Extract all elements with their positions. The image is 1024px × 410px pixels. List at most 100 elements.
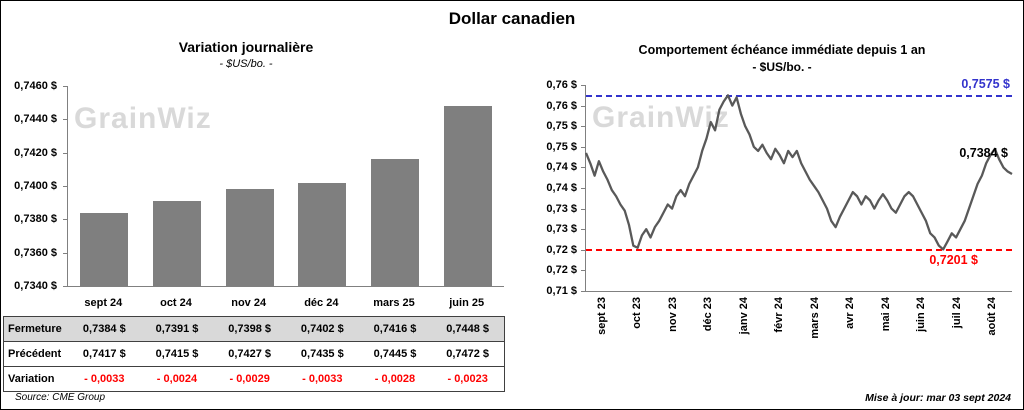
right-y-axis: 0,76 $ 0,76 $ 0,75 $ 0,75 $ 0,74 $ 0,74 $ 0,73…	[537, 79, 581, 297]
right-x-month-label: mars 24	[808, 297, 821, 339]
left-y-tick-label: 0,7340 $	[14, 280, 57, 292]
left-x-category: mars 25	[373, 297, 415, 309]
x-axis-spacer	[1, 292, 67, 314]
right-x-month-label: juin 24	[915, 297, 928, 332]
low-value-label: 0,7201 $	[929, 253, 978, 268]
table-cell: 0,7415 $	[155, 348, 199, 360]
left-y-tick-label: 0,7360 $	[14, 246, 57, 259]
right-y-tick-label: 0,76 $	[546, 99, 577, 112]
left-y-axis: 0,7460 $ 0,7440 $ 0,7420 $ 0,7400 $ 0,7380 $…	[1, 80, 61, 292]
right-y-tick-label: 0,72 $	[546, 243, 577, 256]
right-plot-area: GrainWiz 0,7575 $ 0,7201 $ 0,7384 $	[581, 77, 1012, 292]
left-x-category: déc 24	[304, 297, 339, 309]
right-y-tick-mark	[581, 85, 586, 86]
table-cell: 0,7416 $	[373, 323, 417, 335]
right-chart-title: Comportement échéance immédiate depuis 1…	[638, 43, 926, 57]
left-plot-area: GrainWiz	[63, 86, 504, 287]
left-x-category: sept 24	[84, 297, 123, 309]
bar-sept-24	[80, 212, 129, 286]
high-reference-line	[586, 95, 1012, 98]
update-note: Mise à jour: mar 03 sept 2024	[865, 392, 1011, 404]
table-cell: 0,7427 $	[228, 348, 272, 360]
right-y-tick-label: 0,76 $	[546, 79, 577, 91]
price-line-chart	[586, 85, 1012, 291]
bar-oct-24	[153, 201, 201, 286]
right-y-tick-label: 0,73 $	[546, 202, 577, 215]
left-chart-title: Variation journalière	[178, 39, 314, 55]
table-cell: - 0,0023	[447, 373, 488, 385]
left-y-tick-mark	[63, 152, 68, 154]
table-cell: 0,7445 $	[373, 348, 417, 360]
right-y-tick-mark	[581, 167, 586, 169]
grainwiz-watermark: GrainWiz	[74, 102, 212, 135]
left-y-tick-mark	[63, 186, 68, 187]
high-value-label: 0,7575 $	[961, 77, 1010, 92]
left-y-tick-mark	[63, 252, 68, 254]
right-x-month-label: août 24	[986, 297, 999, 336]
right-x-month-label: mai 24	[879, 297, 892, 332]
table-row-closing: Fermeture 0,7384 $ 0,7391 $ 0,7398 $ 0,7402 …	[4, 317, 504, 341]
table-cell: 0,7448 $	[446, 323, 490, 335]
left-x-axis: sept 24 oct 24 nov 24 déc 24 mars 25 juin 25	[1, 292, 503, 314]
left-x-category: nov 24	[231, 297, 267, 309]
table-cell: - 0,0033	[84, 373, 125, 385]
bar-nov-24	[225, 189, 274, 286]
left-y-tick-label: 0,7400 $	[14, 180, 57, 192]
right-y-tick-mark	[581, 270, 586, 272]
left-y-tick-mark	[63, 219, 68, 221]
left-y-tick-mark	[63, 119, 68, 121]
low-reference-line	[586, 249, 1012, 252]
left-y-tick-label: 0,7460 $	[14, 80, 57, 92]
left-y-tick-label: 0,7380 $	[14, 213, 57, 226]
source-note: Source: CME Group	[15, 392, 106, 403]
right-x-month-label: avr 24	[844, 297, 857, 329]
right-y-tick-label: 0,75 $	[546, 120, 577, 133]
bar-juin-25	[443, 106, 492, 286]
right-y-tick-mark	[581, 208, 586, 210]
last-value-label: 0,7384 $	[959, 145, 1008, 160]
page-title: Dollar canadien	[448, 9, 576, 28]
table-cell: 0,7472 $	[446, 348, 490, 360]
table-cell: - 0,0033	[302, 373, 343, 385]
right-x-month-label: juil 24	[950, 297, 963, 329]
right-x-axis: sept 23 oct 23 nov 23 déc 23 janv 24 févr 24 m…	[585, 295, 1011, 347]
right-y-tick-mark	[581, 291, 586, 292]
table-cell: - 0,0024	[156, 373, 198, 385]
right-x-month-label: nov 23	[666, 297, 679, 332]
table-cell: 0,7417 $	[82, 348, 126, 360]
right-y-tick-label: 0,75 $	[546, 140, 577, 153]
bar-déc-24	[298, 182, 347, 286]
price-line	[586, 95, 1012, 249]
left-y-tick-label: 0,7440 $	[14, 113, 57, 126]
right-x-month-label: janv 24	[737, 297, 750, 335]
right-x-month-label: déc 23	[702, 297, 715, 332]
table-row-previous: Précédent 0,7417 $ 0,7415 $ 0,7427 $ 0,7435 …	[4, 341, 504, 366]
left-y-tick-mark	[63, 286, 68, 287]
table-cell: 0,7398 $	[228, 323, 272, 335]
left-y-tick-label: 0,7420 $	[14, 146, 57, 159]
price-table: Fermeture 0,7384 $ 0,7391 $ 0,7398 $ 0,7402 …	[3, 316, 505, 392]
right-y-tick-mark	[581, 126, 586, 128]
table-row-label: Fermeture	[8, 323, 62, 335]
left-chart-subtitle: - $US/bo. -	[219, 58, 273, 70]
right-y-tick-label: 0,74 $	[546, 161, 577, 174]
right-y-tick-label: 0,72 $	[546, 264, 577, 277]
table-cell: - 0,0028	[374, 373, 416, 385]
right-y-tick-mark	[581, 146, 586, 148]
right-x-month-label: févr 24	[773, 297, 786, 333]
right-chart-subtitle: - $US/bo. -	[752, 60, 812, 74]
table-cell: 0,7384 $	[82, 323, 126, 335]
right-y-tick-mark	[581, 249, 586, 251]
left-x-category: oct 24	[160, 297, 192, 309]
table-row-variation: Variation - 0,0033 - 0,0024 - 0,0029 - 0,003…	[4, 366, 504, 391]
table-row-label: Variation	[8, 373, 55, 385]
right-y-tick-label: 0,71 $	[546, 285, 577, 297]
right-y-tick-mark	[581, 229, 586, 231]
bar-mars-25	[371, 159, 419, 286]
right-y-tick-mark	[581, 105, 586, 107]
table-cell: 0,7391 $	[155, 323, 199, 335]
table-cell: 0,7402 $	[300, 323, 344, 335]
table-row-label: Précédent	[8, 348, 62, 360]
table-cell: 0,7435 $	[300, 348, 344, 360]
